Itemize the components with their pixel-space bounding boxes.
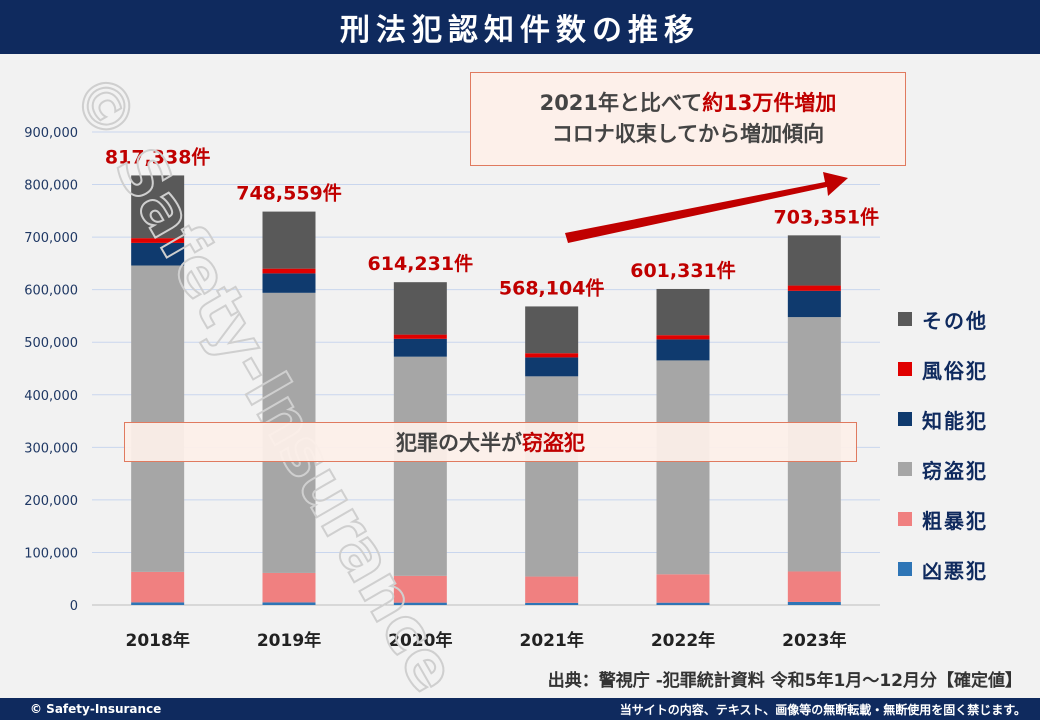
bar-segment-知能犯 (262, 273, 316, 293)
legend-swatch (898, 562, 912, 576)
total-data-label: 703,351件 (774, 205, 880, 228)
x-tick-label: 2021年 (520, 630, 584, 651)
x-tick-label: 2019年 (257, 630, 321, 651)
bar-segment-風俗犯 (131, 238, 185, 243)
bar-segment-窃盗犯 (525, 376, 579, 577)
bar-segment-その他 (656, 288, 710, 336)
bar-segment-窃盗犯 (393, 356, 447, 576)
bar-segment-知能犯 (131, 242, 185, 266)
legend-item: 粗暴犯 (898, 494, 1038, 544)
y-tick-label: 0 (70, 599, 78, 614)
footer-copyright: © Safety-Insurance (30, 702, 162, 716)
bar-segment-風俗犯 (262, 268, 316, 274)
bar-segment-凶悪犯 (262, 602, 316, 605)
total-data-label: 568,104件 (499, 276, 605, 299)
bar-segment-粗暴犯 (787, 571, 841, 602)
y-tick-label: 300,000 (24, 441, 78, 456)
y-axis-ticks: 0 100,000 200,000 300,000 400,000 500,000 600,… (24, 126, 78, 614)
bar-segment-粗暴犯 (656, 574, 710, 603)
legend-swatch (898, 462, 912, 476)
total-data-label: 817,338件 (105, 145, 211, 168)
bar-segment-凶悪犯 (393, 602, 447, 605)
bar-segment-その他 (787, 235, 841, 286)
legend-label: 窃盗犯 (922, 458, 988, 483)
source-citation: 出典：警視庁 -犯罪統計資料 令和5年1月～12月分【確定値】 (547, 671, 1022, 691)
trend-arrow (565, 172, 848, 243)
bar-segment-凶悪犯 (525, 602, 579, 605)
stacked-bar-chart: 0 100,000 200,000 300,000 400,000 500,000 600,… (24, 60, 880, 700)
callout-majority: 犯罪の大半が 窃盗犯 (124, 422, 857, 462)
bar-segment-風俗犯 (525, 353, 579, 358)
bar-segment-その他 (262, 211, 316, 269)
callout-increase-line1: 2021年と比べて約13万件増加 (539, 90, 837, 115)
bar-segment-窃盗犯 (656, 360, 710, 575)
y-tick-label: 500,000 (24, 336, 78, 351)
x-tick-label: 2018年 (126, 630, 190, 651)
legend-swatch (898, 312, 912, 326)
y-tick-label: 700,000 (24, 231, 78, 246)
y-tick-label: 100,000 (24, 546, 78, 561)
legend-label: 凶悪犯 (922, 558, 988, 583)
bar-segment-粗暴犯 (393, 575, 447, 603)
x-axis-ticks: 2018年 2019年 2020年 2021年 2022年 2023年 (126, 630, 847, 651)
page-title: 刑法犯認知件数の推移 (0, 0, 1040, 54)
bar-segment-粗暴犯 (262, 572, 316, 603)
total-labels: 817,338件 748,559件 614,231件 568,104件 601,331件… (105, 145, 879, 299)
legend-label: 粗暴犯 (922, 508, 988, 533)
bar-segment-粗暴犯 (131, 571, 185, 603)
legend-label: 風俗犯 (922, 358, 988, 383)
footer-bar: © Safety-Insurance 当サイトの内容、テキスト、画像等の無断転載… (0, 698, 1040, 720)
bar-segment-その他 (393, 282, 447, 335)
bar-segment-その他 (525, 306, 579, 354)
footer-notice: 当サイトの内容、テキスト、画像等の無断転載・無断使用を固く禁じます。 (619, 702, 1026, 717)
bar-segment-風俗犯 (787, 285, 841, 291)
bar-segment-窃盗犯 (131, 265, 185, 572)
callout-increase: 2021年と比べて約13万件増加 コロナ収束してから増加傾向 (470, 72, 906, 166)
y-tick-label: 800,000 (24, 179, 78, 194)
y-tick-label: 400,000 (24, 389, 78, 404)
x-tick-label: 2020年 (388, 630, 452, 651)
bar-segment-風俗犯 (656, 335, 710, 340)
legend-item: 知能犯 (898, 394, 1038, 444)
bar-segment-知能犯 (393, 338, 447, 357)
legend-item: 風俗犯 (898, 344, 1038, 394)
total-data-label: 748,559件 (236, 182, 342, 205)
x-tick-label: 2022年 (651, 630, 715, 651)
y-tick-label: 900,000 (24, 126, 78, 141)
bar-segment-凶悪犯 (656, 602, 710, 605)
total-data-label: 614,231件 (368, 252, 474, 275)
callout-increase-line2: コロナ収束してから増加傾向 (551, 122, 825, 146)
legend-label: 知能犯 (922, 408, 988, 433)
y-tick-label: 600,000 (24, 284, 78, 299)
y-tick-label: 200,000 (24, 494, 78, 509)
legend-item: 凶悪犯 (898, 544, 1038, 594)
bar-segment-その他 (131, 175, 185, 239)
chart-gridlines (92, 131, 880, 606)
bar-segment-知能犯 (787, 290, 841, 318)
bar-segment-粗暴犯 (525, 576, 579, 603)
bar-segment-知能犯 (656, 339, 710, 361)
legend-item: 窃盗犯 (898, 444, 1038, 494)
legend-swatch (898, 512, 912, 526)
bar-segment-風俗犯 (393, 334, 447, 339)
x-tick-label: 2023年 (782, 630, 846, 651)
bar-segment-凶悪犯 (787, 601, 841, 605)
bar-segment-凶悪犯 (131, 602, 185, 605)
legend-swatch (898, 412, 912, 426)
bar-segment-知能犯 (525, 357, 579, 377)
legend-swatch (898, 362, 912, 376)
legend-label: その他 (922, 308, 988, 333)
legend-item: その他 (898, 294, 1038, 344)
chart-legend: その他風俗犯知能犯窃盗犯粗暴犯凶悪犯 (898, 294, 1038, 594)
total-data-label: 601,331件 (630, 259, 736, 282)
